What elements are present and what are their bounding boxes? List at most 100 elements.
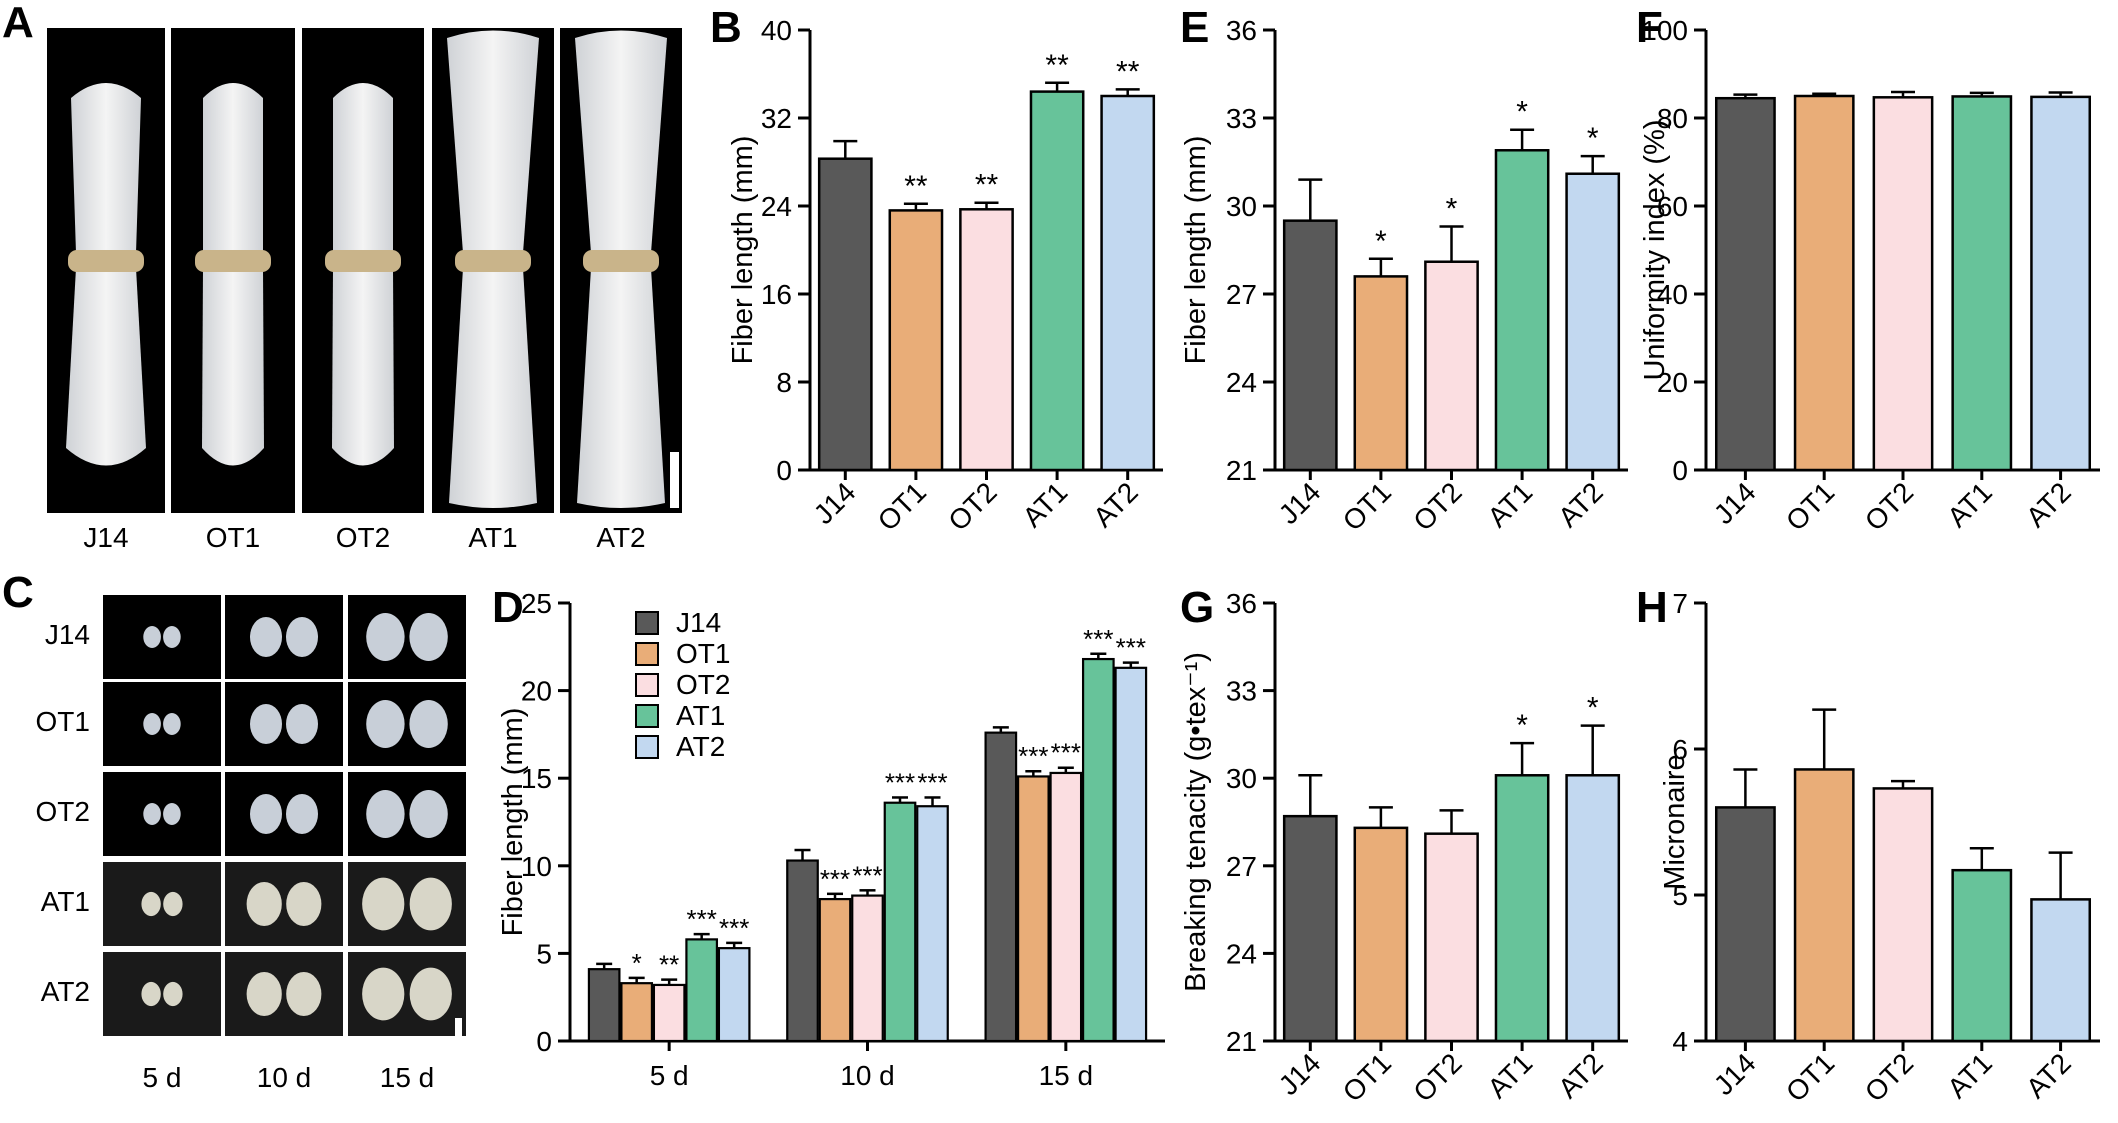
y-tick-label: 24: [761, 191, 792, 222]
x-tick-label: OT2: [1407, 476, 1467, 536]
panel-letter-g: G: [1180, 583, 1214, 632]
x-tick-label: OT2: [1859, 476, 1919, 536]
scale-bar: [670, 452, 679, 508]
significance-label: *: [1516, 96, 1528, 129]
bar-at2: [2030, 95, 2092, 472]
y-tick-label: 20: [1657, 367, 1688, 398]
bar-at1: [1951, 95, 2013, 472]
x-tick-label: AT1: [1017, 476, 1074, 533]
x-tick-label: AT2: [1552, 476, 1609, 533]
legend-label: AT1: [676, 700, 725, 731]
y-tick-label: 0: [776, 455, 792, 486]
significance-label: ***: [1051, 738, 1081, 768]
scale-bar: [455, 1018, 462, 1040]
panel-letter-h: H: [1636, 583, 1668, 632]
bar-ot1: [1353, 275, 1409, 472]
ovule-photo: [348, 862, 466, 946]
x-tick-label: AT1: [1482, 1047, 1539, 1104]
legend-swatch-j14: [635, 611, 659, 635]
ovule-col-label: 5 d: [142, 1062, 182, 1093]
x-tick-label: 5 d: [650, 1060, 689, 1091]
significance-label: *: [1587, 122, 1599, 155]
bar-ot1: [1353, 826, 1409, 1043]
significance-label: ***: [852, 860, 882, 890]
x-tick-label: J14: [1273, 476, 1327, 530]
x-tick-label: J14: [1273, 1047, 1327, 1101]
legend-swatch-at1: [635, 704, 659, 728]
x-tick-label: AT2: [2020, 476, 2077, 533]
panel-letter-d: D: [492, 583, 524, 632]
y-tick-label: 32: [761, 103, 792, 134]
fiber-photo-label: J14: [83, 522, 129, 553]
bar-ot2: [1424, 260, 1479, 472]
y-tick-label: 36: [1226, 588, 1257, 619]
ovule-row-label: J14: [44, 619, 90, 650]
ovule-row-label: OT2: [35, 796, 90, 827]
bar-at2: [1100, 94, 1156, 472]
x-tick-label: OT1: [1337, 1047, 1397, 1107]
significance-label: **: [1116, 55, 1140, 88]
fiber-photo-at1: [432, 28, 554, 513]
bar-j14: [1282, 814, 1338, 1043]
significance-label: **: [975, 169, 999, 202]
y-tick-label: 16: [761, 279, 792, 310]
y-axis-label: Fiber length (mm): [1180, 136, 1212, 365]
ovule-photo: [225, 952, 343, 1036]
x-tick-label: AT2: [2020, 1047, 2077, 1104]
significance-label: ***: [820, 864, 850, 894]
x-tick-label: OT1: [1337, 476, 1397, 536]
significance-label: *: [632, 948, 642, 978]
panel-letter-a: A: [2, 0, 34, 47]
y-tick-label: 21: [1226, 1026, 1257, 1057]
ovule-photo: [348, 952, 466, 1036]
bar-ot1: [818, 897, 852, 1043]
y-tick-label: 27: [1226, 851, 1257, 882]
ovule-photo: [103, 595, 221, 679]
legend-swatch-ot2: [635, 673, 659, 697]
y-tick-label: 15: [521, 763, 552, 794]
y-axis-label: Fiber length (mm): [727, 136, 759, 365]
x-tick-label: OT1: [872, 476, 932, 536]
fiber-photo-label: AT1: [468, 522, 518, 553]
ovule-row-label: AT2: [40, 976, 90, 1007]
significance-label: **: [659, 950, 679, 980]
significance-label: ***: [686, 904, 716, 934]
panel-letter-f: F: [1636, 3, 1663, 52]
x-tick-label: AT2: [1087, 476, 1144, 533]
y-tick-label: 4: [1672, 1026, 1688, 1057]
bar-j14: [786, 859, 819, 1043]
bar-at2: [1114, 666, 1148, 1043]
fiber-photo-at2: [560, 28, 682, 513]
ovule-row-label: OT1: [35, 706, 90, 737]
x-tick-label: J14: [808, 476, 862, 530]
ovule-photo: [103, 772, 221, 856]
bar-at2: [1565, 774, 1621, 1043]
legend-label: OT2: [676, 669, 730, 700]
bar-ot2: [1049, 771, 1083, 1043]
y-tick-label: 36: [1226, 15, 1257, 46]
legend-swatch-ot1: [635, 642, 659, 666]
y-tick-label: 33: [1226, 103, 1257, 134]
bar-ot2: [1872, 96, 1934, 472]
y-tick-label: 5: [1672, 880, 1688, 911]
significance-label: ***: [719, 913, 749, 943]
legend-label: OT1: [676, 638, 730, 669]
bar-ot1: [888, 209, 944, 472]
ovule-col-label: 10 d: [256, 1062, 312, 1093]
panel-letter-e: E: [1180, 3, 1209, 52]
y-axis-label: Uniformity index (%): [1639, 119, 1671, 380]
x-tick-label: 10 d: [840, 1060, 895, 1091]
significance-label: **: [1045, 49, 1069, 82]
significance-label: *: [1375, 225, 1387, 258]
x-tick-label: OT1: [1780, 1047, 1840, 1107]
y-tick-label: 24: [1226, 367, 1257, 398]
bar-at1: [1081, 657, 1115, 1043]
y-tick-label: 40: [761, 15, 792, 46]
bar-at1: [1494, 774, 1550, 1043]
y-tick-label: 7: [1672, 588, 1688, 619]
ovule-photo: [103, 862, 221, 946]
bar-j14: [587, 968, 621, 1043]
ovule-photo: [225, 682, 343, 766]
y-tick-label: 6: [1672, 734, 1688, 765]
